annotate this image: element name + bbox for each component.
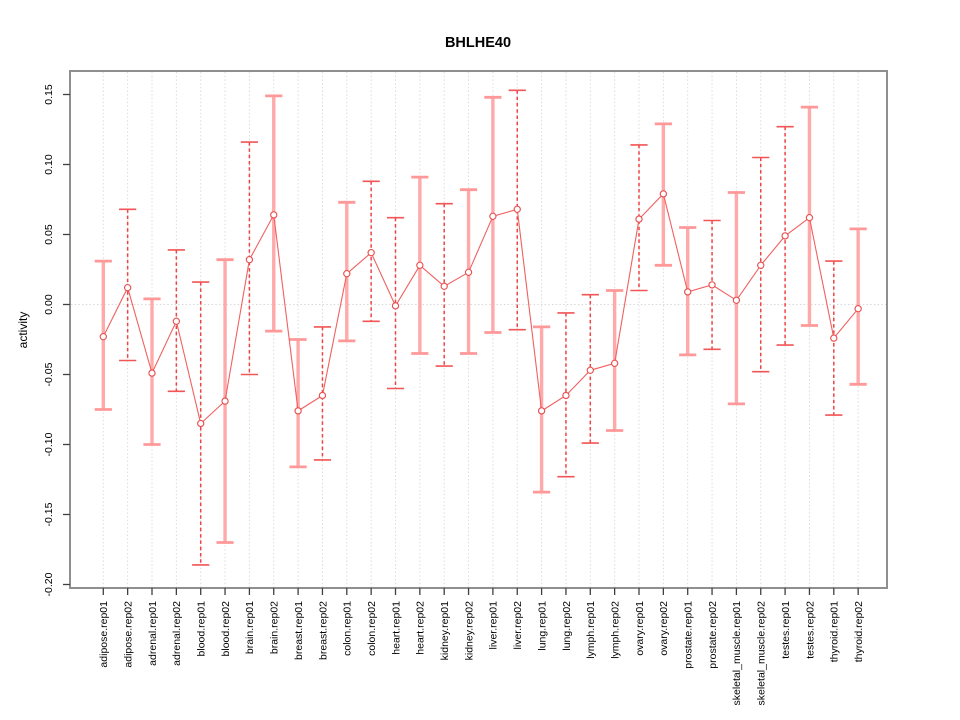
data-point bbox=[562, 391, 570, 400]
y-tick-label: 0.00 bbox=[43, 294, 55, 315]
x-tick-label: brain.rep02 bbox=[269, 601, 281, 654]
data-point bbox=[757, 261, 765, 269]
data-point bbox=[123, 284, 132, 292]
x-tick-label: lung.rep01 bbox=[536, 601, 548, 651]
data-point bbox=[537, 407, 546, 415]
data-point bbox=[294, 407, 302, 415]
x-tick-label: adipose.rep01 bbox=[98, 601, 110, 668]
chart-title: BHLHE40 bbox=[445, 35, 511, 51]
plot-border bbox=[69, 70, 888, 589]
error-bars bbox=[94, 89, 867, 566]
x-tick-label: colon.rep02 bbox=[366, 601, 378, 656]
data-point bbox=[854, 305, 862, 313]
data-point bbox=[684, 288, 692, 296]
data-point bbox=[586, 366, 594, 374]
x-tick-label: lymph.rep01 bbox=[585, 601, 597, 659]
x-tick-label: blood.rep02 bbox=[220, 601, 232, 657]
x-tick-label: colon.rep01 bbox=[342, 601, 354, 656]
x-tick-label: testes.rep01 bbox=[780, 601, 792, 659]
x-tick-label: prostate.rep01 bbox=[683, 601, 695, 669]
x-axis-ticks bbox=[102, 588, 859, 595]
data-point bbox=[416, 261, 424, 269]
x-tick-label: skeletal_muscle.rep01 bbox=[731, 601, 743, 706]
data-point bbox=[391, 302, 400, 310]
y-tick-label: 0.05 bbox=[43, 224, 55, 245]
data-point bbox=[489, 212, 497, 220]
x-tick-label: skeletal_muscle.rep02 bbox=[756, 601, 768, 706]
data-point bbox=[464, 268, 473, 276]
y-tick-label: -0.20 bbox=[43, 572, 55, 596]
x-tick-label: adrenal.rep01 bbox=[147, 601, 159, 666]
data-point bbox=[172, 317, 181, 325]
x-tick-label: kidney.rep02 bbox=[463, 601, 475, 661]
y-axis-ticks bbox=[63, 93, 70, 586]
data-point bbox=[708, 281, 716, 289]
data-point bbox=[221, 397, 229, 405]
x-tick-label: kidney.rep01 bbox=[439, 601, 451, 661]
x-tick-label: adrenal.rep02 bbox=[171, 601, 183, 666]
data-point bbox=[367, 249, 375, 257]
y-tick-label: 0.10 bbox=[43, 154, 55, 175]
x-tick-label: testes.rep02 bbox=[804, 601, 816, 659]
x-tick-label: ovary.rep01 bbox=[634, 601, 646, 656]
x-tick-label: lymph.rep02 bbox=[609, 601, 621, 659]
data-point bbox=[513, 205, 521, 213]
data-point bbox=[270, 211, 278, 219]
data-point bbox=[635, 215, 643, 223]
x-tick-label: blood.rep01 bbox=[196, 601, 208, 657]
x-tick-label: prostate.rep02 bbox=[707, 601, 719, 669]
data-point bbox=[610, 359, 619, 367]
data-point bbox=[732, 296, 741, 304]
x-axis-tick-labels: adipose.rep01 adipose.rep02 adrenal.rep01 a… bbox=[98, 601, 865, 706]
x-tick-label: thyroid.rep01 bbox=[829, 601, 841, 662]
x-tick-label: heart.rep01 bbox=[390, 601, 402, 655]
data-point bbox=[805, 214, 814, 222]
y-tick-label: -0.05 bbox=[43, 362, 55, 386]
activity-series-line bbox=[102, 192, 859, 425]
data-point bbox=[245, 256, 254, 264]
y-tick-label: 0.15 bbox=[43, 84, 55, 105]
series-line bbox=[102, 192, 859, 425]
y-tick-label: -0.10 bbox=[43, 432, 55, 456]
y-axis-label: activity bbox=[16, 312, 30, 349]
gridlines bbox=[71, 72, 886, 587]
x-tick-label: breast.rep02 bbox=[317, 601, 329, 660]
data-point bbox=[659, 190, 668, 198]
x-tick-label: liver.rep02 bbox=[512, 601, 524, 650]
data-point bbox=[440, 282, 448, 290]
data-points bbox=[99, 190, 862, 428]
data-point bbox=[99, 333, 107, 341]
x-tick-label: heart.rep02 bbox=[415, 601, 427, 655]
x-tick-label: lung.rep02 bbox=[561, 601, 573, 651]
x-tick-label: breast.rep01 bbox=[293, 601, 305, 660]
x-tick-label: liver.rep01 bbox=[488, 601, 500, 650]
y-axis-tick-labels: 0.15 0.10 0.05 0.00 -0.05 -0.10 -0.15 -0.20 bbox=[43, 84, 55, 596]
data-point bbox=[781, 232, 789, 240]
x-tick-label: brain.rep01 bbox=[244, 601, 256, 654]
data-point bbox=[343, 270, 351, 278]
x-tick-label: thyroid.rep02 bbox=[853, 601, 865, 662]
data-point bbox=[830, 334, 838, 342]
x-tick-label: adipose.rep02 bbox=[122, 601, 134, 668]
data-point bbox=[197, 419, 205, 428]
x-tick-label: ovary.rep02 bbox=[658, 601, 670, 656]
y-tick-label: -0.15 bbox=[43, 502, 55, 526]
data-point bbox=[318, 391, 327, 400]
data-point bbox=[148, 369, 156, 377]
